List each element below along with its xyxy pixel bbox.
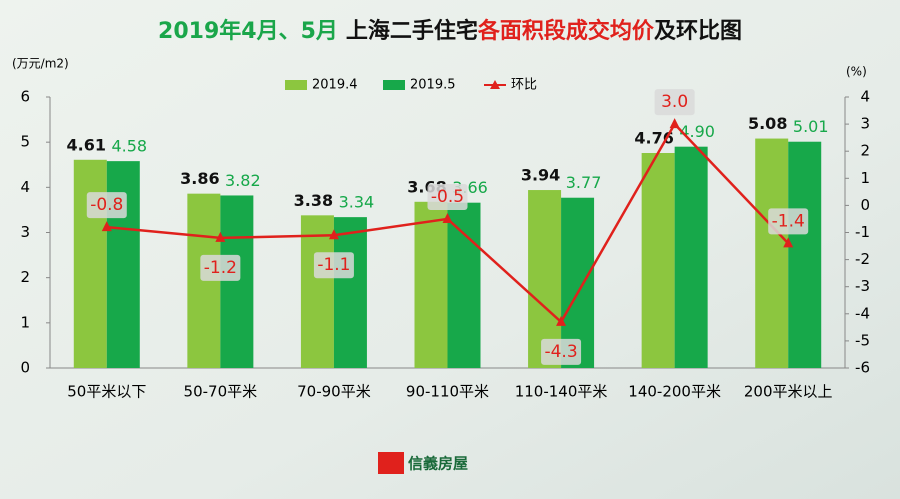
label-box — [313, 252, 354, 279]
legend-swatch — [490, 80, 500, 89]
bar — [755, 138, 789, 368]
line-marker — [669, 118, 680, 129]
data-label: -1.1 — [317, 255, 350, 275]
bar — [300, 215, 334, 368]
line-marker — [101, 221, 112, 232]
y-tick-label: 4 — [20, 178, 30, 196]
data-label: 4.61 — [67, 135, 106, 154]
y2-tick-label: -1 — [855, 223, 870, 241]
label-box — [768, 208, 809, 235]
y-tick-label: 6 — [20, 88, 30, 106]
x-tick-label: 70-90平米 — [297, 383, 371, 401]
bar — [414, 201, 448, 368]
data-label: 3.86 — [180, 169, 219, 188]
label-box — [86, 192, 127, 219]
bar — [447, 202, 481, 368]
y2-tick-label: 4 — [860, 88, 870, 106]
line-marker — [215, 231, 226, 242]
data-label: 4.58 — [111, 137, 147, 156]
label-box — [427, 183, 468, 210]
bar — [220, 195, 254, 368]
label-box — [541, 338, 582, 365]
x-tick-label: 200平米以上 — [744, 383, 833, 401]
y2-tick-label: 1 — [860, 169, 870, 187]
data-label: 3.0 — [661, 92, 688, 112]
y-axis-label: (万元/m2) — [12, 57, 69, 71]
title-part: 上海二手住宅 — [346, 18, 478, 44]
data-label: -0.5 — [431, 187, 464, 207]
label-box — [200, 254, 241, 281]
y2-axis-label: (%) — [846, 65, 867, 79]
data-label: -4.3 — [544, 342, 577, 362]
y-tick-label: 2 — [20, 268, 30, 286]
label-box — [654, 89, 695, 116]
y2-tick-label: -5 — [855, 331, 870, 349]
data-label: -1.4 — [772, 211, 805, 231]
bar — [333, 217, 367, 368]
y-tick-label: 3 — [20, 223, 30, 241]
line-marker — [556, 315, 567, 326]
title-part: 及环比图 — [654, 19, 742, 44]
bar — [73, 159, 107, 368]
bar — [788, 141, 822, 368]
bar — [674, 146, 708, 368]
data-label: 4.90 — [679, 122, 715, 141]
bar — [528, 190, 562, 368]
x-tick-label: 140-200平米 — [628, 383, 721, 401]
data-label: 3.34 — [339, 193, 375, 212]
data-label: 5.08 — [748, 114, 787, 133]
chart-title: 2019年4月、5月 上海二手住宅各面积段成交均价及环比图 — [158, 18, 742, 44]
y2-tick-label: -6 — [855, 359, 870, 377]
title-part: 各面积段成交均价 — [477, 18, 655, 44]
data-label: 3.94 — [521, 166, 560, 185]
legend-label: 2019.5 — [410, 78, 456, 93]
x-tick-label: 90-110平米 — [406, 383, 489, 401]
y2-tick-label: -4 — [855, 304, 870, 322]
data-label: -1.2 — [204, 258, 237, 278]
line-marker — [783, 237, 794, 248]
y-tick-label: 0 — [20, 359, 30, 377]
x-tick-label: 50平米以下 — [67, 383, 146, 401]
legend-swatch — [383, 80, 405, 90]
y-tick-label: 5 — [20, 133, 30, 151]
data-label: -0.8 — [90, 195, 123, 215]
data-label: 3.82 — [225, 171, 261, 190]
logo-icon — [378, 452, 404, 474]
data-label: 3.77 — [566, 173, 602, 192]
line-marker — [328, 229, 339, 240]
y2-tick-label: 0 — [860, 196, 870, 214]
y2-tick-label: 3 — [860, 115, 870, 133]
x-tick-label: 50-70平米 — [184, 383, 258, 401]
y2-tick-label: 2 — [860, 142, 870, 160]
logo-text: 信義房屋 — [408, 455, 468, 473]
legend-label: 环比 — [511, 78, 537, 93]
data-label: 5.01 — [793, 117, 829, 136]
bar — [641, 153, 675, 368]
x-tick-label: 110-140平米 — [515, 383, 608, 401]
title-part: 2019年4月、5月 — [158, 18, 338, 44]
legend-label: 2019.4 — [312, 78, 358, 93]
y2-tick-label: -3 — [855, 277, 870, 295]
y2-tick-label: -2 — [855, 250, 870, 268]
data-label: 3.38 — [294, 191, 333, 210]
y-tick-label: 1 — [20, 313, 30, 331]
line-marker — [442, 212, 453, 223]
legend-swatch — [285, 80, 307, 90]
